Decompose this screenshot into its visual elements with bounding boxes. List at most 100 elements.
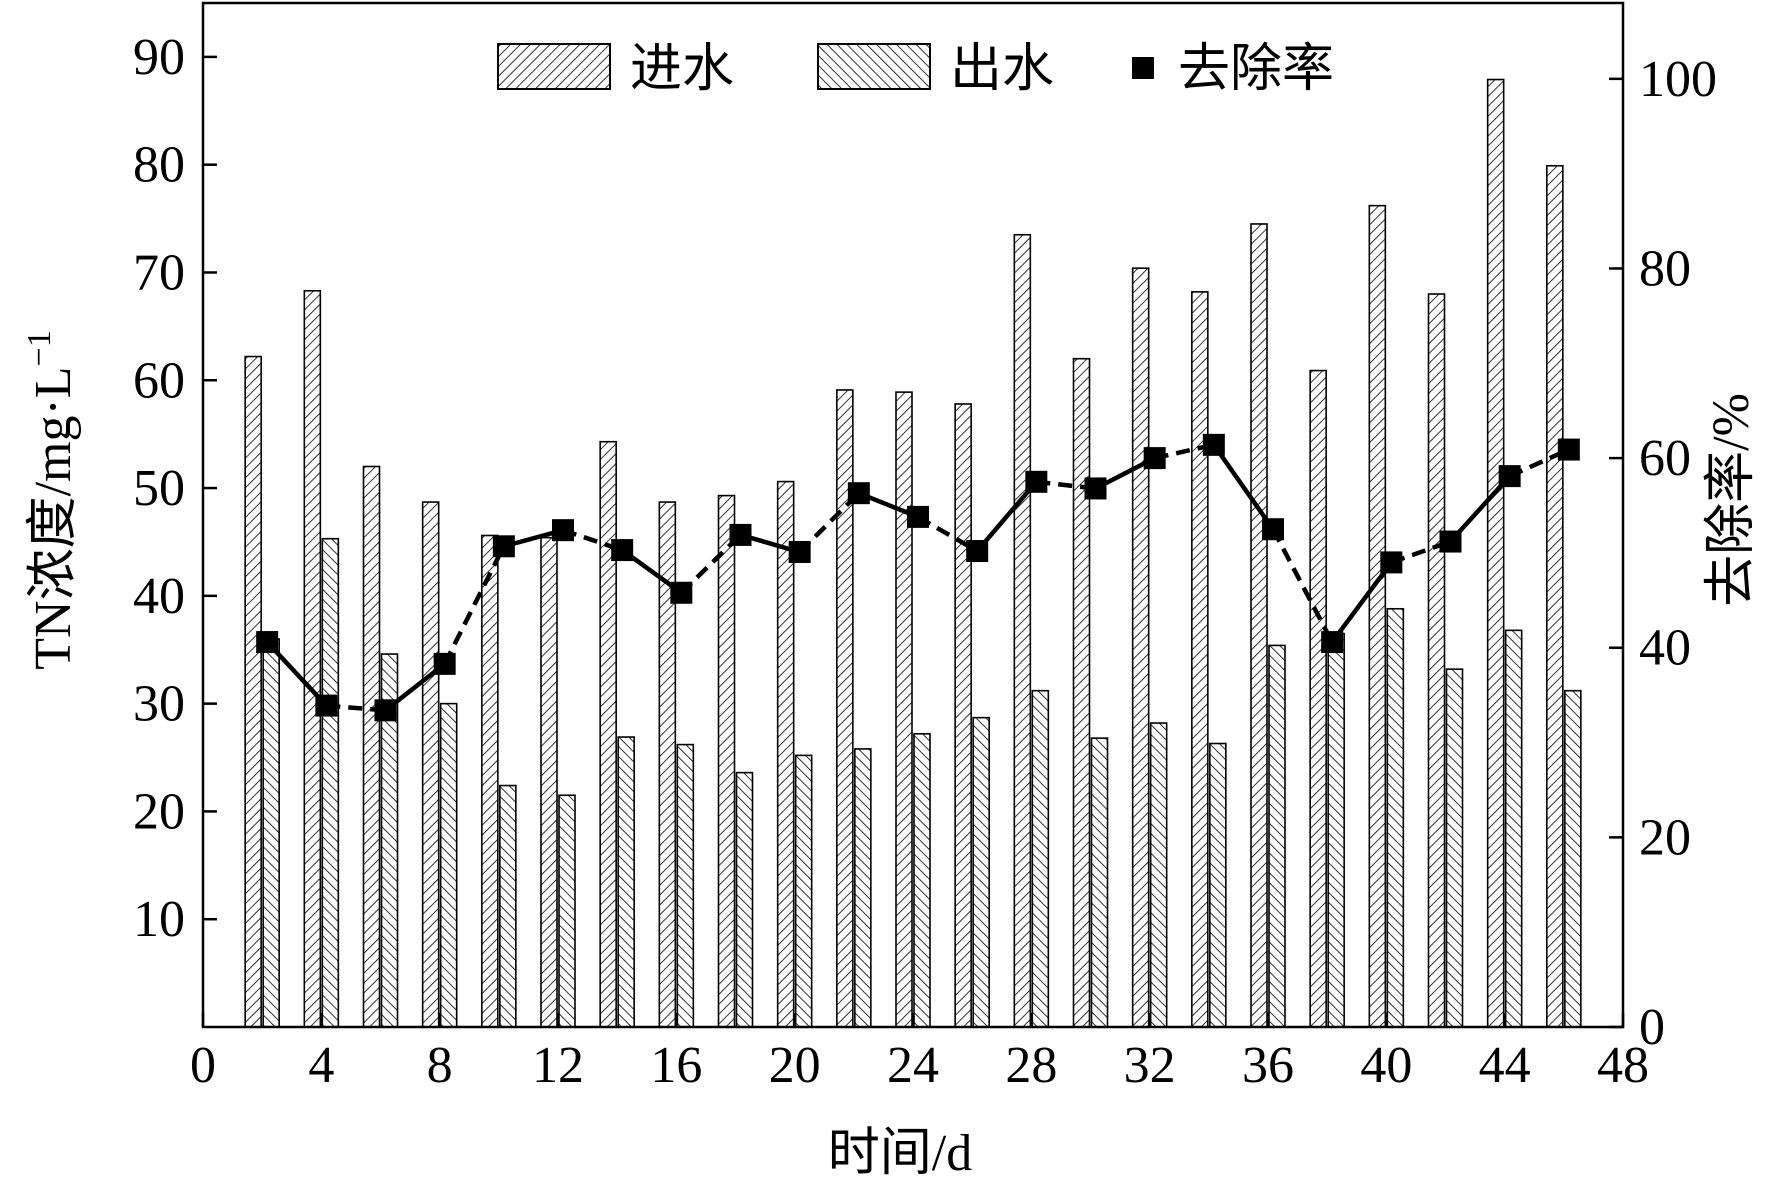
- removal-rate-point: [1262, 518, 1284, 541]
- y-axis-title-sup: −1: [21, 330, 58, 366]
- legend-swatch-outflow: [817, 43, 931, 90]
- bar-outflow: [794, 754, 813, 1028]
- y2-tick-label: 100: [1639, 51, 1717, 108]
- legend-swatch-inflow: [497, 43, 611, 90]
- y-axis-title: TN浓度/mg·L−1: [21, 330, 82, 669]
- x-tick-label: 36: [1242, 1037, 1294, 1094]
- bar-inflow: [1368, 204, 1387, 1028]
- bar-outflow: [676, 743, 695, 1028]
- removal-rate-point: [1380, 551, 1403, 574]
- bar-inflow: [1250, 223, 1268, 1028]
- y2-tick-label: 80: [1639, 240, 1691, 297]
- bar-outflow: [1327, 632, 1345, 1028]
- bar-outflow: [1090, 737, 1109, 1028]
- removal-rate-point: [611, 539, 634, 562]
- removal-rate-markers: [256, 433, 1580, 722]
- bar-outflow: [262, 638, 280, 1028]
- x-tick-label: 8: [427, 1037, 453, 1094]
- bar-outflow: [499, 784, 517, 1028]
- removal-rate-point: [1143, 447, 1166, 470]
- removal-rate-point: [729, 523, 752, 546]
- bar-inflow: [1013, 233, 1032, 1028]
- y-tick-label: 20: [133, 783, 185, 840]
- bar-inflow: [776, 480, 795, 1028]
- bar-inflow: [717, 494, 736, 1028]
- bar-inflow: [244, 355, 262, 1028]
- legend-label-inflow: 进水: [630, 41, 734, 98]
- x-tick-label: 44: [1479, 1037, 1531, 1094]
- removal-rate-point: [788, 540, 811, 563]
- y-tick-label: 10: [133, 891, 185, 948]
- x-axis-title: 时间/d: [828, 1125, 972, 1182]
- y2-tick-label: 40: [1639, 620, 1691, 677]
- y2-tick-label: 60: [1639, 430, 1691, 487]
- bar-outflow: [1504, 629, 1523, 1028]
- bar-outflow: [439, 702, 458, 1028]
- y-tick-label: 50: [133, 460, 185, 517]
- y2-axis-title: 去除率/%: [1703, 393, 1760, 607]
- bar-outflow: [1149, 722, 1168, 1028]
- removal-rate-point: [1439, 530, 1462, 553]
- y-axis-right: 0 20 40 60 80 100: [1609, 51, 1717, 1056]
- removal-rate-point: [492, 535, 515, 558]
- bar-inflow: [954, 403, 972, 1028]
- y-axis-left: 10 20 30 40 50 60 70 80 90: [133, 29, 217, 948]
- y-axis-title-main: TN浓度/mg·L: [25, 366, 82, 669]
- bar-outflow: [735, 771, 754, 1028]
- bar-outflow: [1268, 644, 1286, 1028]
- bar-outflow: [321, 537, 340, 1028]
- bar-inflow: [1486, 78, 1505, 1028]
- y-tick-label: 40: [133, 568, 185, 625]
- bar-outflow: [913, 733, 931, 1028]
- removal-rate-point: [315, 694, 338, 717]
- removal-rate-point: [1202, 433, 1225, 456]
- y2-axis-title-group: 去除率/%: [1703, 393, 1760, 607]
- removal-rate-point: [433, 652, 456, 675]
- bar-inflow: [1309, 369, 1327, 1028]
- removal-rate-point: [966, 540, 989, 563]
- bar-outflow: [1564, 689, 1582, 1028]
- legend-label-removal: 去除率: [1178, 41, 1334, 98]
- legend-label-outflow: 出水: [950, 41, 1054, 98]
- bar-inflow: [1191, 291, 1209, 1028]
- x-tick-label: 24: [887, 1037, 939, 1094]
- bar-outflow: [1031, 689, 1050, 1028]
- x-tick-label: 32: [1124, 1037, 1176, 1094]
- x-tick-label: 40: [1360, 1037, 1412, 1094]
- bar-inflow: [303, 289, 322, 1028]
- y2-tick-label: 0: [1639, 999, 1665, 1056]
- x-tick-label: 20: [769, 1037, 821, 1094]
- bar-inflow: [481, 534, 499, 1028]
- x-tick-label: 16: [650, 1037, 702, 1094]
- legend: 进水 出水 去除率: [497, 41, 1334, 98]
- removal-rate-segment: [975, 480, 1039, 553]
- y-tick-label: 90: [133, 29, 185, 86]
- removal-rate-point: [1498, 465, 1521, 488]
- bar-inflow: [895, 391, 913, 1028]
- removal-rate-segment: [1211, 443, 1275, 531]
- bar-inflow: [1072, 357, 1091, 1028]
- bar-inflow: [599, 440, 617, 1028]
- y-tick-label: 60: [133, 352, 185, 409]
- bar-outflow: [617, 736, 635, 1028]
- removal-rate-point: [552, 519, 574, 542]
- removal-rate-point: [256, 631, 279, 654]
- bar-inflow: [1546, 164, 1564, 1028]
- bar-outflow: [1445, 668, 1464, 1028]
- removal-rate-point: [374, 699, 397, 722]
- x-tick-label: 4: [308, 1037, 334, 1094]
- bar-outflow: [972, 716, 990, 1028]
- removal-rate-point: [1557, 438, 1580, 461]
- removal-rate-point: [1321, 631, 1344, 654]
- removal-rate-point: [670, 581, 693, 604]
- bar-inflow: [1427, 293, 1446, 1028]
- x-axis: 0 4 8 12 16 20 24 28 32 36 40 44 48: [190, 1013, 1649, 1094]
- x-tick-label: 28: [1005, 1037, 1057, 1094]
- x-tick-label: 0: [190, 1037, 216, 1094]
- y2-tick-label: 20: [1639, 809, 1691, 866]
- y-tick-label: 30: [133, 676, 185, 733]
- y-tick-label: 70: [133, 244, 185, 301]
- removal-rate-point: [907, 505, 929, 528]
